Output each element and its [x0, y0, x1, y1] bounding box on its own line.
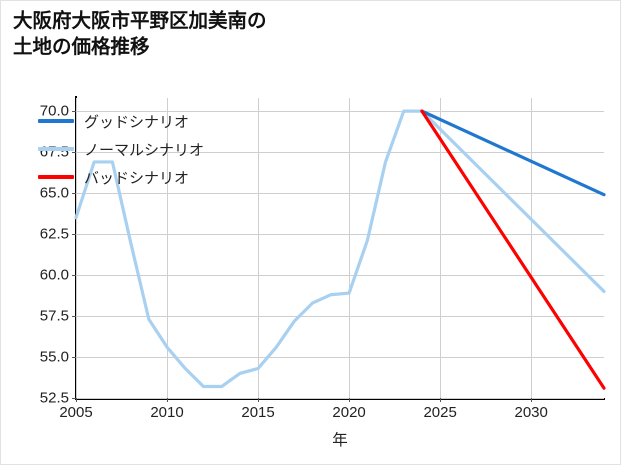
- y-tick-label: 55.0: [39, 348, 69, 366]
- gridline-horizontal: [76, 111, 604, 113]
- gridline-vertical: [167, 98, 169, 398]
- y-axis-tick-labels: 52.5 55.0 57.5 60.0 62.5 65.0 67.5 70.0: [1, 98, 69, 407]
- x-tick-mark: [167, 398, 169, 402]
- gridline-horizontal: [76, 316, 604, 318]
- x-axis-label: 年: [332, 432, 348, 449]
- x-tick-mark: [258, 398, 260, 402]
- legend-color-swatch: [38, 147, 74, 151]
- y-tick-mark: [72, 316, 76, 318]
- plot-area: [72, 98, 606, 402]
- gridline-horizontal: [76, 152, 604, 154]
- series-lines: [74, 109, 606, 390]
- gridline-vertical: [531, 98, 533, 398]
- x-tick-label: 2025: [423, 404, 457, 421]
- gridline-horizontal: [76, 357, 604, 359]
- x-tick-mark: [531, 398, 533, 402]
- gridline-vertical: [76, 98, 77, 398]
- y-tick-mark: [72, 193, 76, 195]
- gridline-horizontal: [76, 193, 604, 195]
- x-tick-mark: [349, 398, 351, 402]
- series-line: [420, 109, 606, 197]
- gridline-horizontal: [76, 398, 604, 399]
- y-tick-mark: [72, 398, 76, 399]
- legend-color-swatch: [38, 119, 74, 123]
- chart-title: 大阪府大阪市平野区加美南の 土地の価格推移: [13, 10, 267, 58]
- legend-color-swatch: [38, 175, 74, 179]
- x-tick-label: 2030: [514, 404, 548, 421]
- x-axis-line: [75, 398, 605, 400]
- series-line: [420, 109, 606, 390]
- legend-item[interactable]: グッドシナリオ: [38, 107, 238, 135]
- gridline-vertical: [349, 98, 351, 398]
- chart-legend: グッドシナリオ ノーマルシナリオ バッドシナリオ: [38, 107, 238, 191]
- y-tick-mark: [72, 234, 76, 236]
- y-tick-label: 70.0: [39, 102, 69, 120]
- gridline-horizontal: [76, 275, 604, 277]
- legend-label: ノーマルシナリオ: [84, 141, 205, 159]
- x-tick-label: 2015: [241, 404, 275, 421]
- x-tick-mark: [76, 398, 77, 402]
- y-tick-label: 62.5: [39, 225, 69, 243]
- y-tick-mark: [72, 152, 76, 154]
- legend-item[interactable]: バッドシナリオ: [38, 163, 238, 191]
- y-tick-label: 52.5: [39, 389, 69, 407]
- x-tick-label: 2020: [332, 404, 366, 421]
- legend-item[interactable]: ノーマルシナリオ: [38, 135, 238, 163]
- gridline-horizontal: [76, 234, 604, 236]
- y-tick-label: 65.0: [39, 184, 69, 202]
- x-axis-tick-labels: 2005 2010 2015 2020 2025 2030: [59, 404, 604, 426]
- y-tick-mark: [72, 357, 76, 359]
- legend-label: バッドシナリオ: [84, 169, 190, 187]
- y-tick-mark: [72, 275, 76, 277]
- series-line: [74, 109, 606, 389]
- x-tick-label: 2010: [150, 404, 184, 421]
- legend-label: グッドシナリオ: [84, 113, 190, 131]
- y-tick-label: 57.5: [39, 307, 69, 325]
- plot-background: [76, 98, 604, 398]
- x-tick-mark: [440, 398, 442, 402]
- x-tick-label: 2005: [59, 404, 93, 421]
- y-tick-label: 60.0: [39, 266, 69, 284]
- gridline-vertical: [258, 98, 260, 398]
- y-tick-mark: [72, 111, 76, 113]
- gridline-vertical: [440, 98, 442, 398]
